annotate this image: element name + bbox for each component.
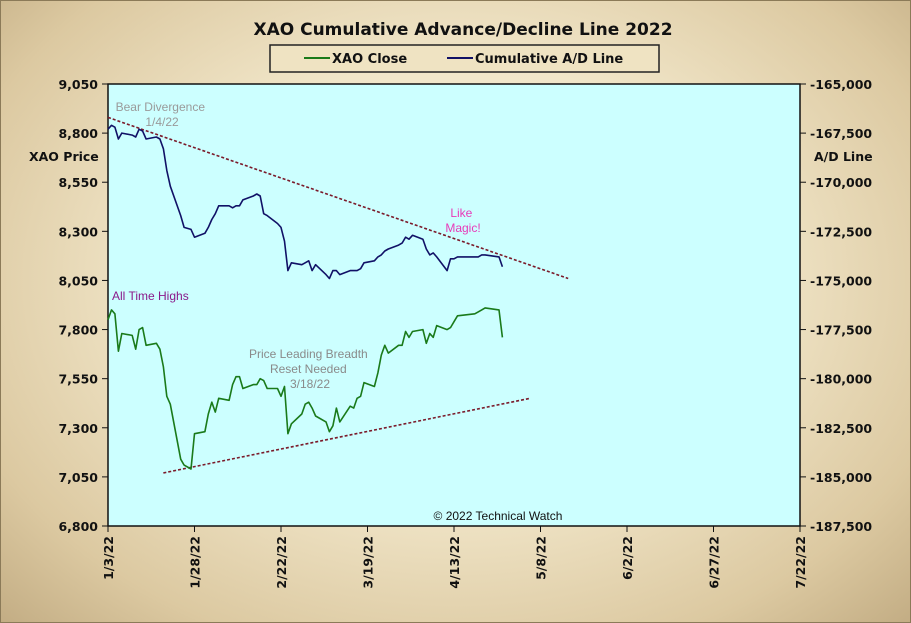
x-tick-label: 4/13/22 <box>447 536 462 589</box>
y-right-tick-label: -182,500 <box>810 421 872 436</box>
annotations: Bear Divergence 1/4/22 Like Magic! All T… <box>112 100 481 391</box>
y-right-tick-label: -177,500 <box>810 323 872 338</box>
series-line-cumulative-a-d-line <box>107 124 504 280</box>
y-left-tick-label: 7,300 <box>58 421 98 436</box>
y-left-axis: 9,050 8,800 8,550 8,300 8,050 7,800 7,550 7,300… <box>58 77 108 534</box>
annotation-like-magic: Like Magic! <box>445 206 480 235</box>
y-left-tick-label: 8,800 <box>58 126 98 141</box>
y-left-tick-label: 8,050 <box>58 273 98 288</box>
chart-title: XAO Cumulative Advance/Decline Line 2022 <box>253 20 672 40</box>
y-right-tick-label: -167,500 <box>810 126 872 141</box>
plot-area <box>107 83 801 527</box>
y-left-tick-label: 8,300 <box>58 224 98 239</box>
x-tick-label: 2/22/22 <box>274 536 289 589</box>
y-right-tick-label: -180,000 <box>810 372 872 387</box>
x-tick-label: 3/19/22 <box>361 536 376 589</box>
y-right-tick-label: -172,500 <box>810 224 872 239</box>
y-left-tick-label: 7,550 <box>58 372 98 387</box>
y-right-tick-label: -185,000 <box>810 470 872 485</box>
annotation-bear-divergence: Bear Divergence 1/4/22 <box>116 100 209 129</box>
legend: XAO Close Cumulative A/D Line <box>269 44 660 73</box>
y-left-tick-label: 7,050 <box>58 470 98 485</box>
x-axis: 1/3/22 1/28/22 2/22/22 3/19/22 4/13/22 5/8/22… <box>101 526 808 589</box>
y-right-axis-title: A/D Line <box>814 149 873 164</box>
y-left-tick-label: 6,800 <box>58 519 98 534</box>
legend-label-xao-close: XAO Close <box>332 52 407 67</box>
x-tick-label: 1/3/22 <box>101 536 116 580</box>
y-right-tick-label: -170,000 <box>810 175 872 190</box>
copyright-text: © 2022 Technical Watch <box>434 509 563 523</box>
x-tick-label: 1/28/22 <box>188 536 203 589</box>
series-line-xao-close <box>107 307 504 470</box>
y-left-axis-title: XAO Price <box>29 149 99 164</box>
x-tick-label: 6/2/22 <box>620 536 635 580</box>
annotation-all-time-highs: All Time Highs <box>112 289 189 303</box>
annotation-price-leading-breadth: Price Leading Breadth Reset Needed 3/18/… <box>249 347 371 391</box>
y-right-axis: -165,000 -167,500 -170,000 -172,500 -175,000… <box>800 77 872 534</box>
y-right-tick-label: -165,000 <box>810 77 872 92</box>
x-tick-label: 6/27/22 <box>707 536 722 589</box>
trendlines <box>107 116 569 474</box>
legend-label-ad-line: Cumulative A/D Line <box>475 52 623 67</box>
y-left-tick-label: 9,050 <box>58 77 98 92</box>
series <box>107 124 504 470</box>
y-left-tick-label: 7,800 <box>58 323 98 338</box>
breadth-support-trendline <box>163 397 531 474</box>
y-right-tick-label: -187,500 <box>810 519 872 534</box>
y-right-tick-label: -175,000 <box>810 273 872 288</box>
y-left-tick-label: 8,550 <box>58 175 98 190</box>
x-tick-label: 5/8/22 <box>534 536 549 580</box>
x-tick-label: 7/22/22 <box>793 536 808 589</box>
bear-divergence-trendline <box>107 116 569 280</box>
